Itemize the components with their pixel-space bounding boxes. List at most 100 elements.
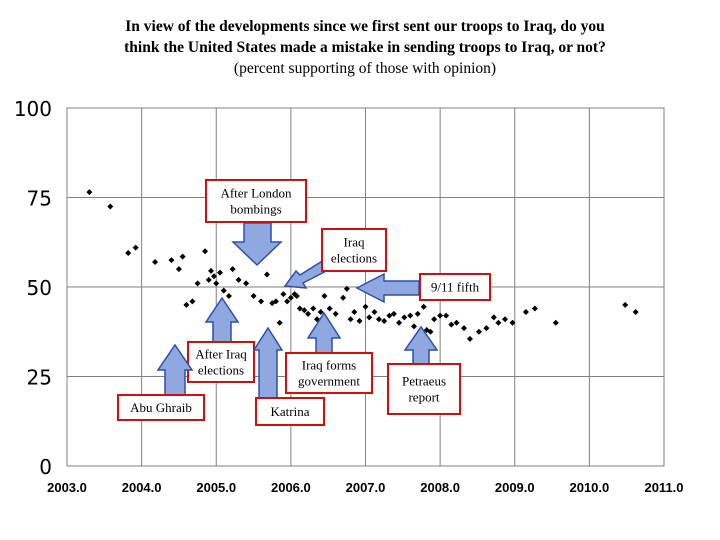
x-tick-label: 2011.0 xyxy=(644,480,683,495)
data-point xyxy=(448,321,455,328)
chart-title-line-2: think the United States made a mistake i… xyxy=(124,39,606,56)
data-point xyxy=(243,280,250,287)
annotation-label: 9/11 fifth xyxy=(431,280,480,295)
annotation-label: elections xyxy=(331,251,377,266)
annotation-label: report xyxy=(408,390,439,405)
data-point xyxy=(437,312,444,319)
data-point xyxy=(305,310,312,317)
data-point xyxy=(107,203,114,210)
annotation-label: elections xyxy=(198,363,244,378)
data-point xyxy=(301,307,308,314)
data-point xyxy=(490,314,497,321)
annotation: Katrina xyxy=(252,326,325,426)
data-point xyxy=(420,303,427,310)
y-axis-ticks: 0 25 50 75 100 xyxy=(14,97,52,479)
annotation: 9/11 fifth xyxy=(355,272,491,304)
data-point xyxy=(407,312,414,319)
chart-title-line-1: In view of the developments since we fir… xyxy=(125,18,605,35)
annotation-box xyxy=(205,179,307,223)
data-point xyxy=(168,257,175,264)
data-point xyxy=(310,305,317,312)
data-point xyxy=(152,258,159,265)
annotation-box xyxy=(321,228,387,272)
data-point xyxy=(375,316,382,323)
y-tick-label: 50 xyxy=(27,276,52,300)
data-point xyxy=(622,301,629,308)
data-point xyxy=(189,298,196,305)
data-point xyxy=(132,244,139,251)
annotation-label: bombings xyxy=(230,202,281,217)
data-point xyxy=(229,266,236,273)
data-point xyxy=(483,325,490,332)
data-point xyxy=(293,292,300,299)
data-point xyxy=(125,249,132,256)
annotation-box xyxy=(419,273,491,301)
x-tick-label: 2003.0 xyxy=(47,480,87,495)
x-axis-ticks: 2003.0 2004.0 2005.0 2006.0 2007.0 2008.0 2009… xyxy=(47,480,683,495)
x-tick-label: 2007.0 xyxy=(346,480,386,495)
annotation-label: Iraq forms xyxy=(302,358,357,373)
chart-title: In view of the developments since we fir… xyxy=(40,16,690,79)
data-point xyxy=(495,319,502,326)
x-tick-label: 2008.0 xyxy=(420,480,460,495)
x-tick-label: 2004.0 xyxy=(122,480,162,495)
x-tick-label: 2006.0 xyxy=(271,480,311,495)
data-point xyxy=(340,294,347,301)
annotation-label: Abu Ghraib xyxy=(130,400,192,415)
data-point xyxy=(386,312,393,319)
data-point xyxy=(343,285,350,292)
data-point xyxy=(552,319,559,326)
data-point xyxy=(317,309,324,316)
data-points xyxy=(86,189,639,342)
annotation-box xyxy=(187,341,255,383)
data-point xyxy=(276,319,283,326)
data-point xyxy=(326,305,333,312)
data-point xyxy=(250,292,257,299)
y-tick-label: 75 xyxy=(27,187,52,211)
data-point xyxy=(443,312,450,319)
data-point xyxy=(284,298,291,305)
data-point xyxy=(522,309,529,316)
annotation-box xyxy=(387,363,461,415)
x-tick-label: 2009.0 xyxy=(495,480,535,495)
annotation-arrow-icon xyxy=(231,222,283,267)
data-point xyxy=(371,309,378,316)
x-tick-label: 2010.0 xyxy=(569,480,609,495)
data-point xyxy=(296,305,303,312)
y-tick-label: 25 xyxy=(27,366,52,390)
y-tick-label: 0 xyxy=(39,455,52,479)
data-point xyxy=(321,292,328,299)
data-point xyxy=(531,305,538,312)
annotation-arrow-icon xyxy=(204,296,240,343)
data-point xyxy=(175,266,182,273)
data-point xyxy=(466,335,473,342)
annotation-arrow-icon xyxy=(252,326,284,399)
y-tick-label: 100 xyxy=(14,97,52,121)
data-point xyxy=(179,253,186,260)
chart-subtitle: (percent supporting of those with opinio… xyxy=(233,60,497,77)
annotation: Abu Ghraib xyxy=(117,343,205,421)
data-point xyxy=(194,280,201,287)
data-point xyxy=(475,328,482,335)
annotation-label: Iraq xyxy=(344,235,365,250)
annotation-arrow-icon xyxy=(306,311,342,354)
data-point xyxy=(213,280,220,287)
annotation-label: Katrina xyxy=(271,404,310,419)
data-point xyxy=(509,319,516,326)
annotation-box xyxy=(285,352,373,394)
data-point xyxy=(220,287,227,294)
data-point xyxy=(258,298,265,305)
annotation-label: After London xyxy=(220,186,292,201)
data-point xyxy=(208,267,215,274)
data-point xyxy=(183,301,190,308)
data-point xyxy=(235,276,242,283)
data-point xyxy=(272,298,279,305)
annotation-box xyxy=(117,394,205,421)
data-point xyxy=(461,325,468,332)
data-point xyxy=(205,276,212,283)
